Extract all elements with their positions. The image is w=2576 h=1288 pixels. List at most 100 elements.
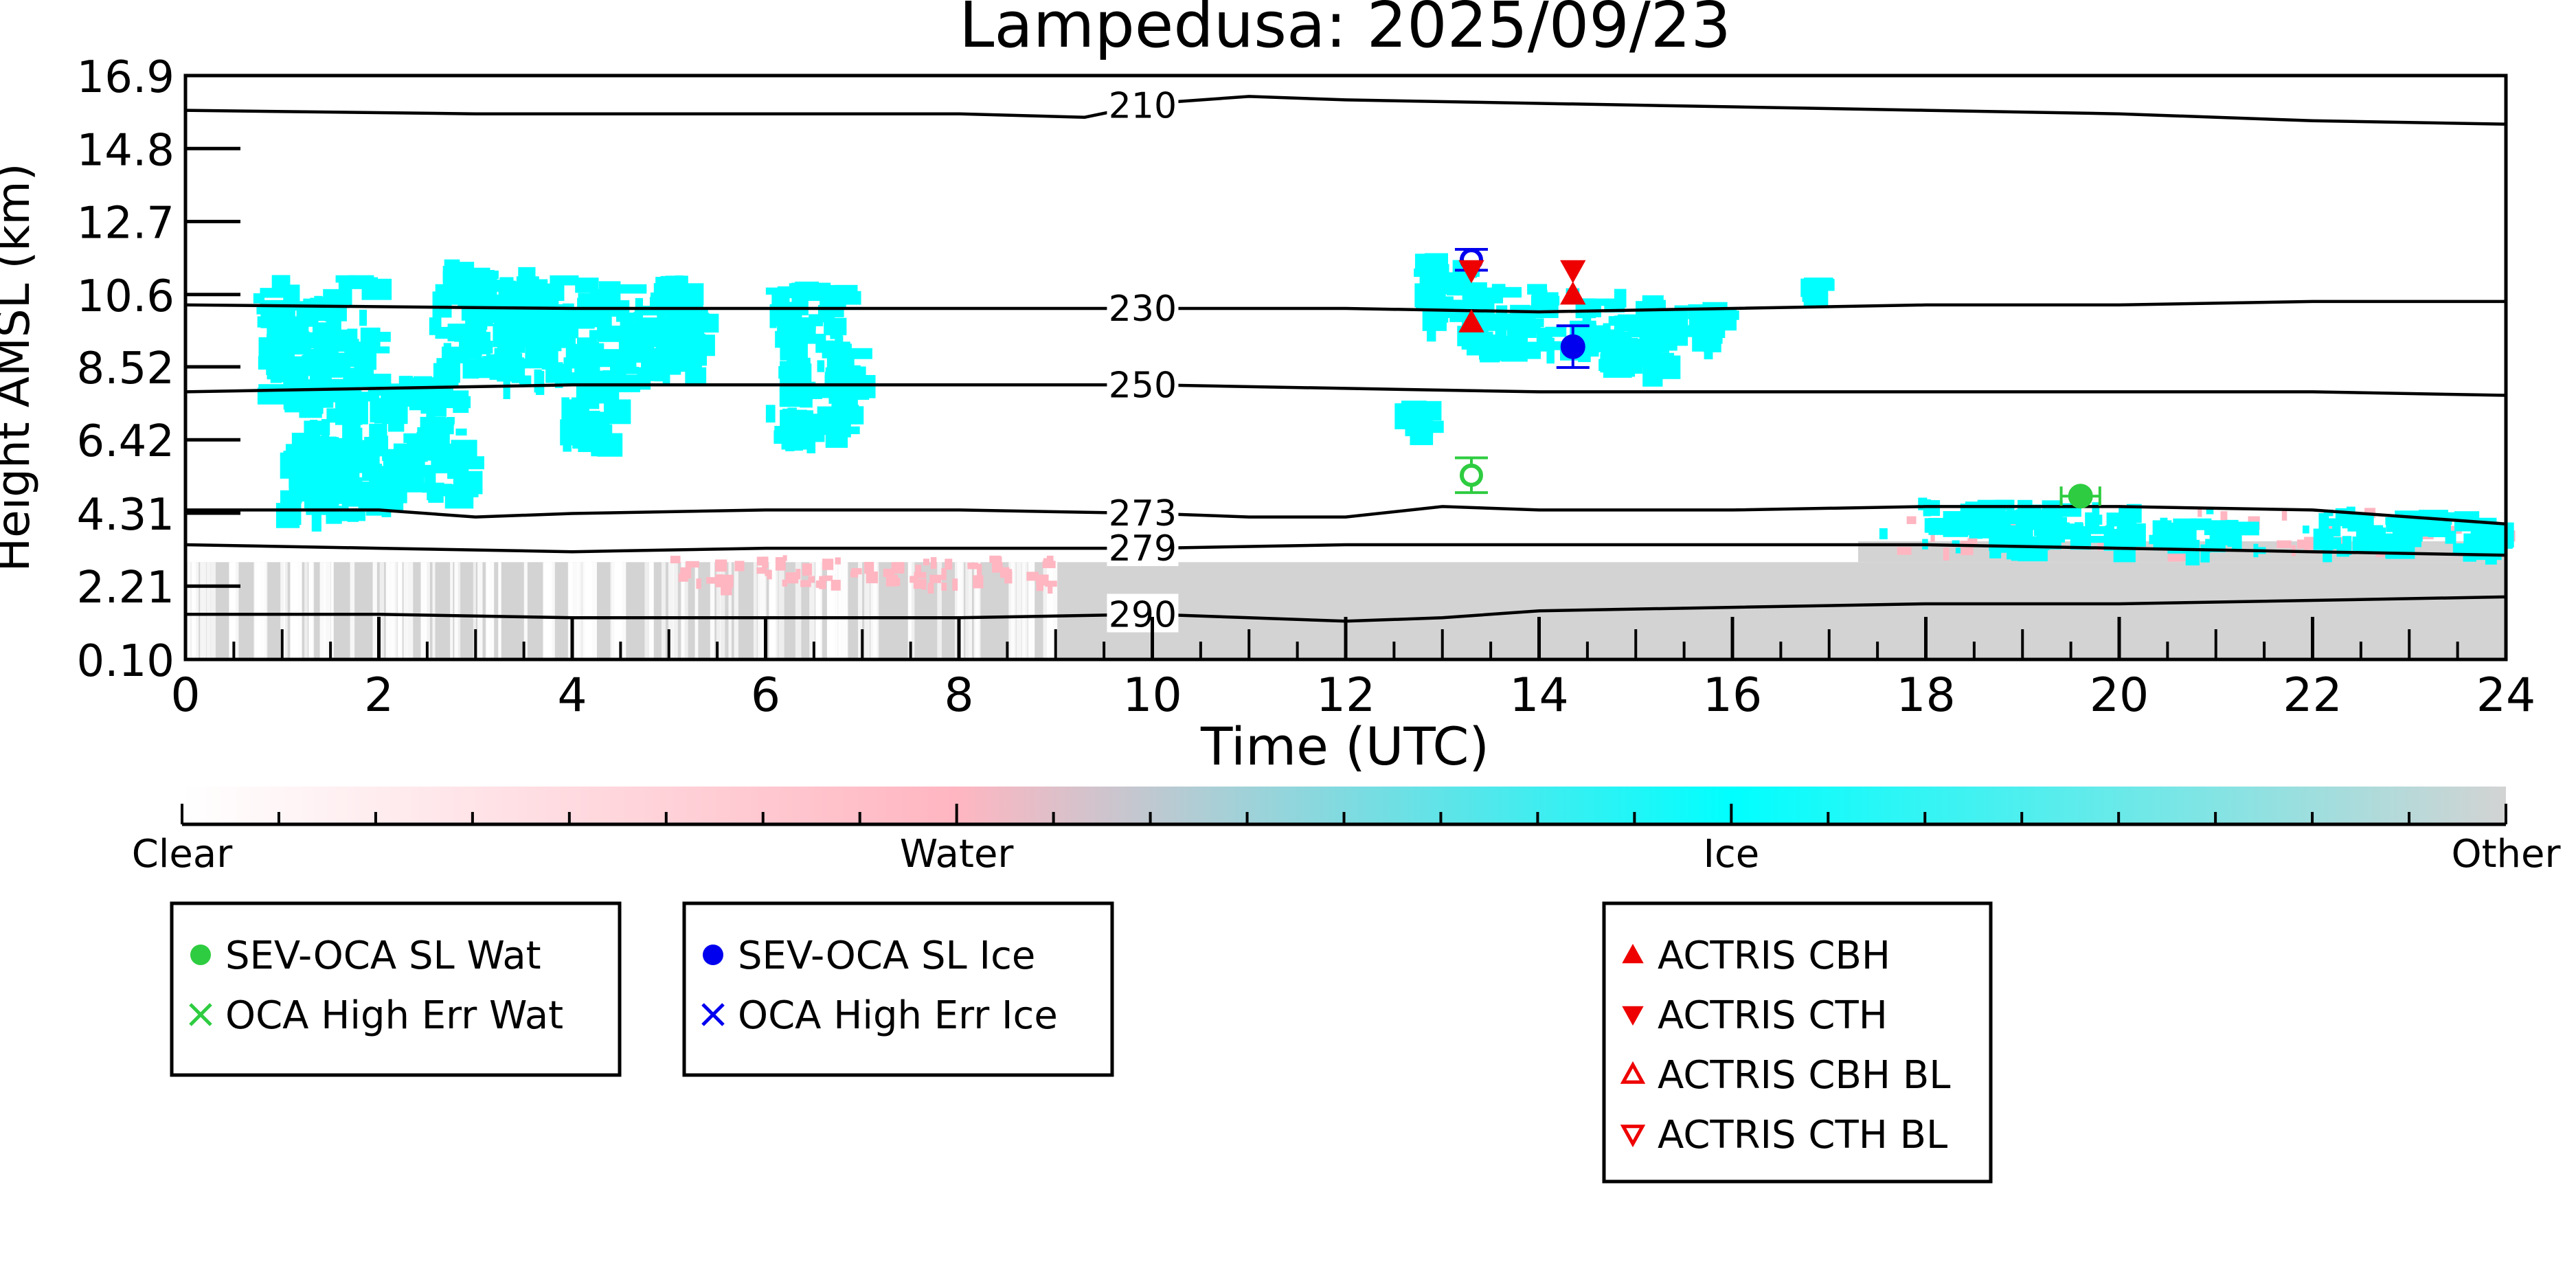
- cloud-cell: [842, 348, 872, 359]
- cloud-cell: [447, 417, 455, 425]
- sev-oca-ice-marker: [1560, 334, 1585, 359]
- cloud-cell: [1491, 284, 1506, 294]
- cloud-cell: [817, 360, 825, 372]
- cloud-cell: [324, 478, 351, 504]
- cloud-cell: [929, 574, 942, 583]
- cloud-cell: [260, 288, 290, 298]
- cloud-cell: [455, 428, 467, 436]
- cloud-cell: [975, 562, 981, 659]
- cloud-cell: [534, 301, 548, 324]
- actris-cth-marker: [1560, 260, 1586, 284]
- cloud-cell: [930, 557, 937, 569]
- cloud-cell: [734, 562, 738, 659]
- cloud-cell: [809, 562, 815, 659]
- cloud-cell: [864, 562, 870, 659]
- cloud-cell: [2209, 520, 2236, 545]
- actris-cbh-legend-symbol: [1622, 943, 1644, 964]
- legend-label: OCA High Err Ice: [738, 993, 1058, 1038]
- cloud-cell: [234, 562, 239, 659]
- cloud-cell: [548, 562, 555, 659]
- cloud-cell: [765, 569, 770, 576]
- x-tick-label: 18: [1896, 668, 1956, 723]
- cloud-cell: [832, 562, 837, 659]
- cloud-cell: [257, 562, 261, 659]
- cloud-cell: [941, 583, 947, 591]
- x-tick-label: 8: [944, 668, 973, 723]
- actris-cth-bl-legend-symbol: [1620, 1125, 1646, 1148]
- cloud-cell: [1010, 562, 1017, 659]
- cloud-cell: [283, 562, 288, 659]
- cloud-cell: [1617, 314, 1640, 323]
- cloud-cell: [563, 357, 587, 369]
- isotherm-label: 230: [1109, 289, 1177, 330]
- cloud-cell: [866, 571, 879, 584]
- cloud-cell: [791, 282, 800, 309]
- cloud-cell: [432, 562, 436, 659]
- cloud-cell: [976, 563, 982, 576]
- cloud-cell: [306, 433, 320, 449]
- x-axis-label: Time (UTC): [1200, 716, 1489, 777]
- cloud-cell: [1036, 583, 1044, 591]
- cloud-cell: [284, 403, 303, 413]
- cloud-cell: [354, 348, 377, 370]
- cloud-cell: [771, 288, 780, 310]
- cloud-cell: [822, 310, 835, 323]
- x-tick-label: 24: [2476, 668, 2536, 723]
- cloud-cell: [192, 562, 199, 659]
- x-tick-label: 6: [751, 668, 780, 723]
- cloud-cell: [774, 562, 778, 659]
- cloud-cell: [476, 357, 499, 379]
- y-tick-label: 14.8: [77, 125, 175, 176]
- cloud-cell: [403, 562, 408, 659]
- cloud-cell: [967, 562, 979, 569]
- cloud-cell: [689, 313, 710, 323]
- cloud-cell: [927, 583, 934, 594]
- cloud-cell: [644, 562, 649, 659]
- legend-label: SEV-OCA SL Wat: [225, 934, 541, 978]
- cloud-cell: [664, 299, 675, 313]
- cloud-cell: [1028, 562, 1035, 659]
- cloud-cell: [331, 389, 350, 400]
- cloud-cell: [2452, 543, 2465, 556]
- cloud-cell: [466, 312, 474, 330]
- cloud-cell: [640, 307, 666, 316]
- cloud-cell: [289, 462, 301, 475]
- cloud-cell: [819, 562, 822, 659]
- cloud-cell: [883, 568, 895, 578]
- cloud-cell: [2276, 540, 2292, 548]
- x-tick-label: 10: [1122, 668, 1182, 723]
- cloud-cell: [646, 329, 653, 337]
- actris-cbh-bl-legend-symbol: [1620, 1061, 1646, 1084]
- cloud-cell: [769, 304, 777, 328]
- cloud-cell: [826, 368, 834, 381]
- cloud-cell: [2106, 512, 2122, 527]
- cloud-cell: [295, 319, 304, 333]
- cloud-cell: [335, 275, 356, 283]
- cloud-cell: [915, 565, 922, 577]
- cloud-cell: [833, 372, 842, 383]
- cloud-cell: [945, 558, 953, 570]
- cloud-cell: [561, 397, 569, 422]
- cloud-cell: [760, 562, 766, 659]
- cloud-cell: [802, 563, 812, 576]
- y-tick-label: 8.52: [77, 343, 175, 394]
- cloud-cell: [806, 431, 815, 440]
- colorbar-label: Water: [900, 832, 1015, 877]
- cloud-cell: [795, 569, 801, 580]
- cloud-cell: [2018, 532, 2032, 557]
- cloud-cell: [305, 332, 319, 348]
- cloud-cell: [805, 320, 816, 344]
- cloud-cell: [1046, 555, 1054, 562]
- cloud-cell: [815, 333, 826, 353]
- cloud-cell: [1533, 292, 1559, 319]
- cloud-cell: [1897, 547, 1912, 555]
- cloud-cell: [619, 562, 626, 659]
- cloud-cell: [2281, 509, 2287, 521]
- cloud-cell: [826, 284, 844, 308]
- cloud-cell: [716, 562, 721, 659]
- cloud-cell: [310, 452, 321, 468]
- cloud-cell: [673, 562, 678, 659]
- cloud-cell: [2197, 507, 2202, 517]
- cloud-cell: [328, 329, 354, 351]
- cloud-cell: [1051, 562, 1058, 659]
